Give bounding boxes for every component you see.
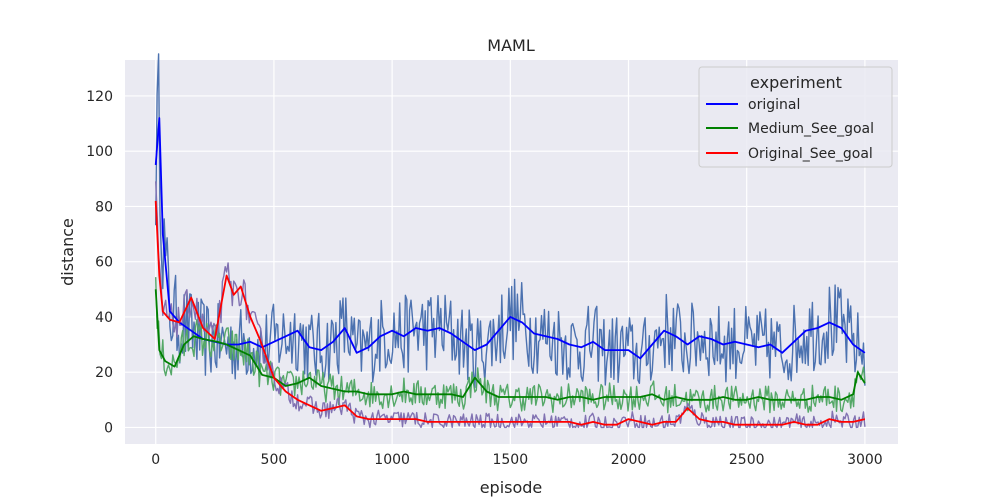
chart-title: MAML: [487, 36, 535, 55]
x-tick-label: 1500: [492, 452, 528, 468]
y-tick-label: 0: [104, 420, 113, 436]
x-tick-label: 0: [151, 452, 160, 468]
y-axis-label: distance: [58, 218, 77, 286]
legend-label-original-see-goal: Original_See_goal: [748, 146, 873, 162]
y-tick-label: 100: [86, 144, 113, 160]
series-line-medium-see-goal: [154, 289, 866, 401]
legend-label-medium-see-goal: Medium_See_goal: [748, 121, 874, 137]
y-tick-label: 40: [95, 310, 113, 326]
y-tick-label: 20: [95, 365, 113, 381]
x-tick-labels: 0 500 1000 1500 2000 2500 3000: [151, 452, 882, 468]
series-line-original: [154, 117, 866, 360]
y-tick-label: 60: [95, 255, 113, 271]
x-tick-label: 1000: [374, 452, 410, 468]
x-tick-label: 500: [261, 452, 288, 468]
legend-title: experiment: [750, 73, 842, 92]
x-tick-label: 2500: [729, 452, 765, 468]
x-tick-label: 2000: [611, 452, 647, 468]
x-axis-label: episode: [480, 478, 543, 497]
legend-label-original: original: [748, 97, 800, 113]
legend: experiment original Medium_See_goal Orig…: [698, 66, 893, 168]
y-tick-labels: 0 20 40 60 80 100 120: [86, 89, 113, 437]
series-line-original-see-goal: [154, 200, 866, 426]
y-tick-label: 120: [86, 89, 113, 105]
y-tick-label: 80: [95, 199, 113, 215]
raw-trace-1: [155, 53, 866, 389]
raw-trace-2: [155, 277, 866, 414]
smoothed-series-layer: [154, 117, 866, 426]
legend-box: [698, 66, 893, 168]
x-tick-label: 3000: [847, 452, 883, 468]
